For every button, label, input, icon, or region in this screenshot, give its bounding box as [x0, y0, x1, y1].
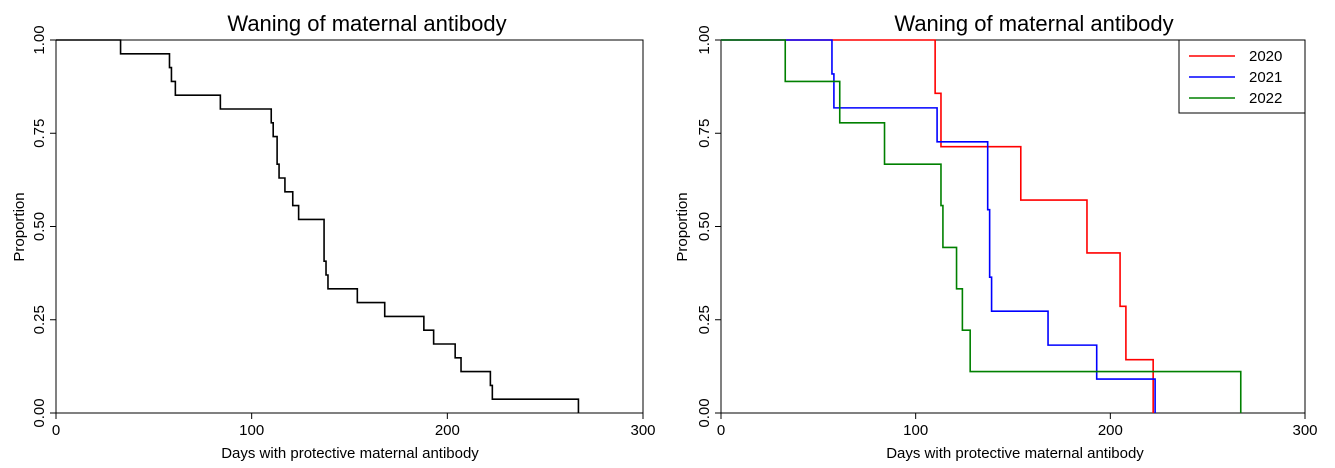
- y-tick-label: 0.25: [31, 305, 48, 334]
- y-tick-label: 0.50: [696, 212, 713, 241]
- x-tick-label: 100: [239, 422, 264, 439]
- right-chart: Waning of maternal antibody Proportion D…: [667, 0, 1335, 463]
- y-tick-label: 0.25: [696, 305, 713, 334]
- series-line: [56, 39, 580, 413]
- y-tick-label: 1.00: [31, 25, 48, 54]
- x-axis-label: Days with protective maternal antibody: [221, 445, 479, 462]
- legend-label-2020: 2020: [1249, 48, 1282, 65]
- legend-label-2021: 2021: [1249, 69, 1282, 86]
- plot-frame: [55, 39, 644, 414]
- series-line-2020: [721, 39, 1154, 413]
- x-tick-label: 300: [1292, 422, 1317, 439]
- series-line-2022: [721, 39, 1242, 413]
- y-axis-label: Proportion: [674, 192, 691, 261]
- y-axis-label: Proportion: [11, 192, 28, 261]
- y-tick-label: 0.00: [696, 398, 713, 427]
- legend-label-2022: 2022: [1249, 90, 1282, 107]
- right-chart-svg: Waning of maternal antibody Proportion D…: [674, 11, 1318, 462]
- y-tick-label: 0.75: [696, 119, 713, 148]
- left-chart: Waning of maternal antibody Proportion D…: [0, 0, 667, 463]
- x-tick-label: 100: [903, 422, 928, 439]
- y-tick-label: 0.00: [31, 398, 48, 427]
- chart-title: Waning of maternal antibody: [894, 11, 1173, 36]
- x-tick-label: 200: [435, 422, 460, 439]
- x-axis-label: Days with protective maternal antibody: [886, 445, 1144, 462]
- chart-title: Waning of maternal antibody: [227, 11, 506, 36]
- y-tick-label: 0.75: [31, 119, 48, 148]
- y-tick-label: 1.00: [696, 25, 713, 54]
- left-chart-svg: Waning of maternal antibody Proportion D…: [11, 11, 656, 462]
- x-tick-label: 300: [630, 422, 655, 439]
- x-tick-label: 200: [1098, 422, 1123, 439]
- series-line-2021: [721, 39, 1156, 413]
- y-tick-label: 0.50: [31, 212, 48, 241]
- x-tick-label: 0: [52, 422, 60, 439]
- x-tick-label: 0: [717, 422, 725, 439]
